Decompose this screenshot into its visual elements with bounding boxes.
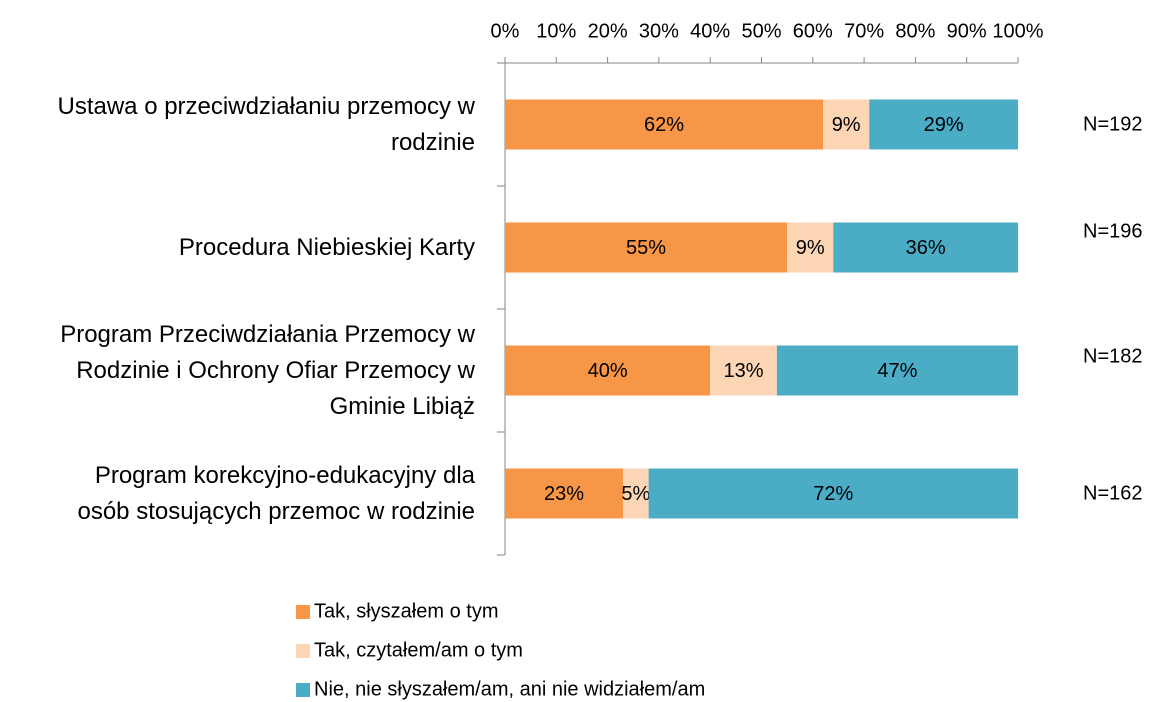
category-label: Program korekcyjno-edukacyjny dla osób s… xyxy=(77,461,475,525)
bar-segment xyxy=(869,99,1018,150)
legend-label: Nie, nie słyszałem/am, ani nie widziałem… xyxy=(314,678,705,700)
annotation: N=182 xyxy=(1083,345,1143,367)
value-label: 5% xyxy=(621,483,650,505)
category-label: Procedura Niebieskiej Karty xyxy=(178,233,475,261)
value-label: 62% xyxy=(644,114,684,136)
bar-segment xyxy=(823,99,870,150)
legend-label: Tak, słyszałem o tym xyxy=(314,600,498,622)
x-tick-label: 60% xyxy=(793,20,833,42)
x-tick-label: 20% xyxy=(588,20,628,42)
value-label: 29% xyxy=(924,114,964,136)
bar-segment xyxy=(505,468,623,519)
legend-swatch xyxy=(296,605,310,619)
x-tick-label: 10% xyxy=(536,20,576,42)
annotation: N=162 xyxy=(1083,482,1143,504)
value-label: 55% xyxy=(626,237,666,259)
bar-segment xyxy=(505,345,711,396)
annotation: N=196 xyxy=(1083,220,1143,242)
value-label: 13% xyxy=(724,360,764,382)
category-label: Ustawa o przeciwdziałaniu przemocy w rod… xyxy=(57,92,476,156)
bar-segment xyxy=(505,99,824,150)
bar-segment xyxy=(648,468,1018,519)
annotation: N=192 xyxy=(1083,113,1143,135)
category-label: Program Przeciwdziałania Przemocy w Rodz… xyxy=(60,320,475,420)
value-label: 40% xyxy=(588,360,628,382)
x-tick-label: 40% xyxy=(690,20,730,42)
x-tick-label: 80% xyxy=(895,20,935,42)
x-tick-label: 30% xyxy=(639,20,679,42)
x-tick-label: 100% xyxy=(992,20,1043,42)
value-label: 9% xyxy=(796,237,825,259)
bar-segment xyxy=(787,222,834,273)
legend-swatch xyxy=(296,644,310,658)
legend-swatch xyxy=(296,683,310,697)
value-label: 36% xyxy=(906,237,946,259)
value-label: 47% xyxy=(877,360,917,382)
bar-segment xyxy=(710,345,777,396)
value-label: 9% xyxy=(832,114,861,136)
legend-label: Tak, czytałem/am o tym xyxy=(314,639,523,661)
bar-segment xyxy=(622,468,649,519)
bar-segment xyxy=(505,222,788,273)
x-tick-label: 50% xyxy=(741,20,781,42)
value-label: 72% xyxy=(813,483,853,505)
bar-segment xyxy=(833,222,1018,273)
bar-segment xyxy=(776,345,1018,396)
x-tick-label: 70% xyxy=(844,20,884,42)
x-tick-label: 90% xyxy=(947,20,987,42)
value-label: 23% xyxy=(544,483,584,505)
x-tick-label: 0% xyxy=(491,20,520,42)
